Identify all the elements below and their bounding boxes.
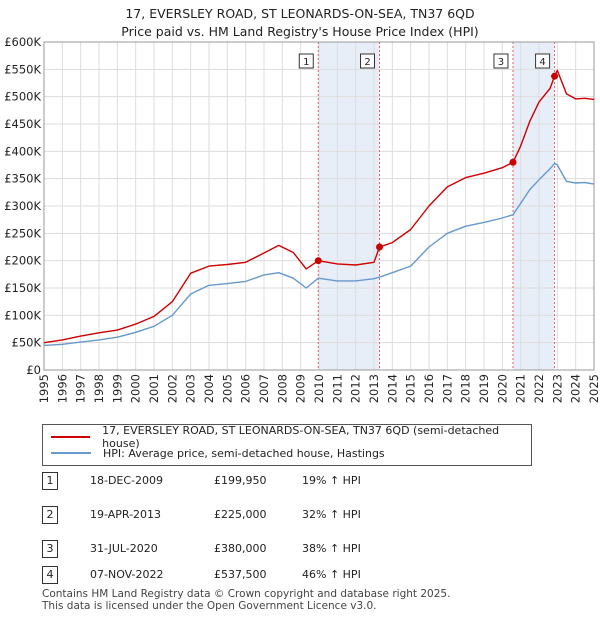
y-tick-label: £200K: [4, 254, 41, 268]
y-tick-label: £450K: [4, 117, 41, 131]
sale-date: 18-DEC-2009: [90, 474, 164, 487]
y-tick-label: £350K: [4, 172, 41, 186]
x-tick-label: 2001: [147, 374, 161, 403]
x-tick-label: 2014: [385, 374, 399, 403]
legend-swatch-hpi: [51, 452, 91, 454]
sale-label-text: 1: [303, 57, 309, 68]
sale-label-text: 2: [364, 57, 370, 68]
sale-point: [314, 257, 322, 265]
sale-marker-label: 4: [42, 566, 58, 584]
x-tick-label: 2004: [202, 374, 216, 403]
sale-label-box: [298, 53, 314, 69]
y-tick-label: £500K: [4, 90, 41, 104]
plot-frame: [43, 41, 595, 371]
series-line-hpi: [43, 162, 595, 347]
footer-license: This data is licensed under the Open Gov…: [42, 600, 377, 612]
x-tick-label: 2011: [330, 374, 344, 403]
chart-title: 17, EVERSLEY ROAD, ST LEONARDS-ON-SEA, T…: [125, 6, 475, 21]
sale-price: £537,500: [214, 568, 267, 581]
sale-label-text: 4: [539, 57, 545, 68]
x-tick-label: 2023: [550, 374, 564, 403]
sale-hpi-diff: 32% ↑ HPI: [302, 508, 361, 521]
y-tick-label: £150K: [4, 281, 41, 295]
x-tick-label: 2009: [294, 374, 308, 403]
y-tick-label: £550K: [4, 62, 41, 76]
x-tick-label: 2025: [587, 374, 600, 403]
x-tick-label: 2008: [275, 374, 289, 403]
sale-label-box: [535, 53, 551, 69]
y-tick-label: £600K: [4, 35, 41, 49]
footer-copyright: Contains HM Land Registry data © Crown c…: [42, 588, 451, 600]
footer: Contains HM Land Registry data © Crown c…: [42, 588, 450, 612]
x-tick-label: 2022: [532, 374, 546, 403]
x-tick-label: 2005: [220, 374, 234, 403]
sale-hpi-diff: 38% ↑ HPI: [302, 542, 361, 555]
sale-hpi-diff: 46% ↑ HPI: [302, 568, 361, 581]
sale-label-box: [360, 53, 375, 69]
x-tick-label: 2018: [459, 374, 473, 403]
price-chart: 1 2 3 4 £0 £50K £100K £150K £200K £250K £300K £350K…: [4, 35, 600, 403]
x-tick-label: 2000: [129, 374, 143, 403]
x-tick-label: 2019: [477, 374, 491, 403]
sale-date: 19-APR-2013: [90, 508, 162, 521]
sale-hpi-diff: 19% ↑ HPI: [302, 474, 361, 487]
x-tick-label: 1997: [74, 374, 88, 403]
sale-row: 4 07-NOV-2022 £537,500 46% ↑ HPI: [42, 566, 562, 586]
x-tick-label: 2007: [257, 374, 271, 403]
x-tick-label: 2006: [239, 374, 253, 403]
sale-price: £199,950: [214, 474, 267, 487]
x-tick-label: 2013: [367, 374, 381, 403]
legend-label-hpi: HPI: Average price, semi-detached house,…: [103, 446, 385, 460]
series-line-property: [43, 69, 595, 344]
sale-label-text: 3: [498, 57, 504, 68]
sale-date: 07-NOV-2022: [90, 568, 164, 581]
legend-label-property: 17, EVERSLEY ROAD, ST LEONARDS-ON-SEA, T…: [102, 424, 500, 450]
legend-item-property: 17, EVERSLEY ROAD, ST LEONARDS-ON-SEA, T…: [51, 424, 531, 450]
x-tick-label: 2024: [569, 374, 583, 403]
x-tick-label: 2021: [514, 374, 528, 403]
y-tick-label: £50K: [12, 336, 42, 350]
x-tick-label: 2015: [404, 374, 418, 403]
sale-point: [509, 158, 517, 166]
sale-row: 2 19-APR-2013 £225,000 32% ↑ HPI: [42, 506, 562, 526]
x-tick-label: 2012: [349, 374, 363, 403]
sale-price: £380,000: [214, 542, 267, 555]
sale-row: 3 31-JUL-2020 £380,000 38% ↑ HPI: [42, 540, 562, 560]
x-tick-label: 2016: [422, 374, 436, 403]
x-tick-label: 2020: [495, 374, 509, 403]
sale-point: [376, 243, 383, 251]
legend-swatch-property: [51, 436, 91, 438]
sale-row: 1 18-DEC-2009 £199,950 19% ↑ HPI: [42, 472, 562, 492]
y-tick-label: £0: [26, 363, 41, 377]
sale-date: 31-JUL-2020: [90, 542, 158, 555]
sale-marker-label: 2: [42, 506, 58, 524]
x-tick-label: 2002: [165, 374, 179, 403]
sale-price: £225,000: [214, 508, 267, 521]
x-tick-label: 1998: [92, 374, 106, 403]
chart-subtitle: Price paid vs. HM Land Registry's House …: [121, 24, 479, 39]
y-tick-label: £100K: [4, 308, 41, 322]
y-tick-label: £300K: [4, 199, 41, 213]
x-tick-label: 1999: [110, 374, 124, 403]
y-tick-label: £250K: [4, 226, 41, 240]
y-tick-label: £400K: [4, 144, 41, 158]
x-tick-label: 2017: [440, 374, 454, 403]
legend: 17, EVERSLEY ROAD, ST LEONARDS-ON-SEA, T…: [42, 424, 532, 466]
sale-label-box: [493, 53, 509, 69]
x-tick-label: 2010: [312, 374, 326, 403]
sale-marker-label: 1: [42, 472, 58, 490]
x-tick-label: 1995: [37, 374, 51, 403]
x-tick-label: 1996: [55, 374, 69, 403]
legend-item-hpi: HPI: Average price, semi-detached house,…: [51, 445, 385, 461]
x-tick-label: 2003: [184, 374, 198, 403]
sale-marker-label: 3: [42, 540, 58, 558]
sale-point: [551, 72, 559, 80]
